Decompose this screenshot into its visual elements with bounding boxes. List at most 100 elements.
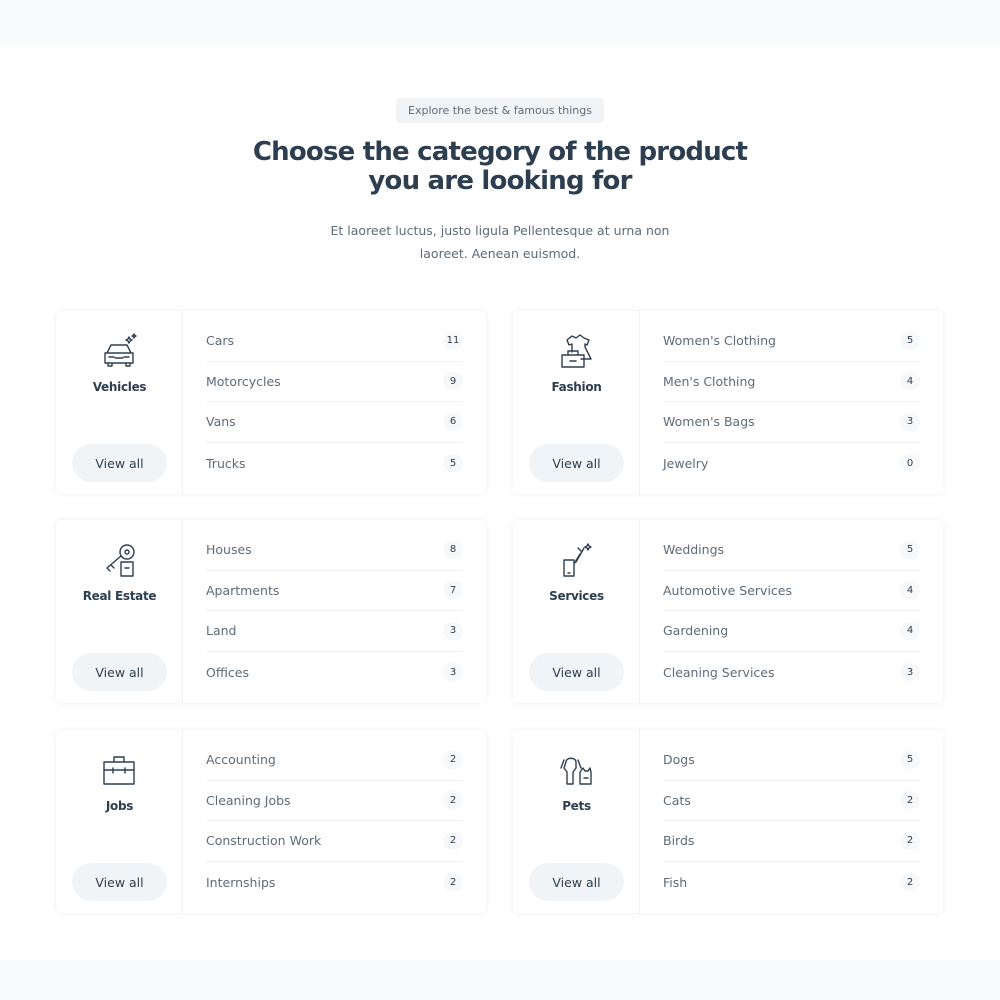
subcategory-item[interactable]: Cleaning Services 3 xyxy=(663,652,920,693)
count-badge: 3 xyxy=(443,663,463,682)
subcategory-label: Trucks xyxy=(206,455,246,471)
count-badge: 9 xyxy=(443,372,463,391)
category-name[interactable]: Jobs xyxy=(105,799,134,813)
subcategory-item[interactable]: Vans 6 xyxy=(206,402,463,443)
subcategory-item[interactable]: Motorcycles 9 xyxy=(206,362,463,403)
subcategory-label: Offices xyxy=(206,664,249,680)
subcategory-item[interactable]: Apartments 7 xyxy=(206,571,463,612)
category-card-vehicles: Vehicles View all Cars 11 Motorcycles 9 Vans 6 T… xyxy=(56,311,486,494)
count-badge: 3 xyxy=(900,412,920,431)
count-badge: 2 xyxy=(900,791,920,810)
view-all-button[interactable]: View all xyxy=(72,444,167,482)
view-all-button[interactable]: View all xyxy=(72,653,167,691)
subcategory-label: Gardening xyxy=(663,623,729,639)
subcategory-list: Dogs 5 Cats 2 Birds 2 Fish 2 xyxy=(640,730,943,913)
top-band xyxy=(0,0,1000,45)
subcategory-item[interactable]: Land 3 xyxy=(206,611,463,652)
count-badge: 2 xyxy=(443,791,463,810)
subcategory-list: Accounting 2 Cleaning Jobs 2 Construction Wo… xyxy=(183,730,486,913)
category-card-real-estate: Real Estate View all Houses 8 Apartments 7 Lan… xyxy=(56,520,486,703)
car-icon xyxy=(104,333,137,367)
subcategory-item[interactable]: Dogs 5 xyxy=(663,740,920,781)
category-name[interactable]: Vehicles xyxy=(92,380,147,394)
title-line: Choose the category of the product xyxy=(252,137,748,167)
subcategory-label: Vans xyxy=(206,414,236,430)
count-badge: 5 xyxy=(900,750,920,769)
subcategory-item[interactable]: Houses 8 xyxy=(206,530,463,571)
category-card-jobs: Jobs View all Accounting 2 Cleaning Jobs 2 Con… xyxy=(56,730,486,913)
subcategory-label: Motorcycles xyxy=(206,373,281,389)
subcategory-item[interactable]: Fish 2 xyxy=(663,862,920,903)
subcategory-item[interactable]: Women's Bags 3 xyxy=(663,402,920,443)
house-key-icon xyxy=(106,544,135,577)
count-badge: 3 xyxy=(443,621,463,640)
category-card-fashion: Fashion View all Women's Clothing 5 Men's Cl… xyxy=(513,311,943,494)
subtitle: Et laoreet luctus, justo ligula Pellente… xyxy=(0,219,1000,265)
subtitle-line: Et laoreet luctus, justo ligula Pellente… xyxy=(330,223,670,238)
count-badge: 11 xyxy=(443,331,463,350)
subcategory-item[interactable]: Offices 3 xyxy=(206,652,463,693)
clothing-icon xyxy=(561,334,592,368)
subcategory-item[interactable]: Construction Work 2 xyxy=(206,821,463,862)
category-name[interactable]: Real Estate xyxy=(82,589,157,603)
count-badge: 8 xyxy=(443,540,463,559)
subcategory-label: Cleaning Services xyxy=(663,664,775,680)
count-badge: 2 xyxy=(443,750,463,769)
category-summary: Real Estate View all xyxy=(56,520,183,703)
subcategory-label: Apartments xyxy=(206,582,280,598)
subcategory-label: Accounting xyxy=(206,752,276,768)
subcategory-item[interactable]: Cleaning Jobs 2 xyxy=(206,781,463,822)
category-name[interactable]: Services xyxy=(549,589,604,603)
subcategory-item[interactable]: Birds 2 xyxy=(663,821,920,862)
count-badge: 2 xyxy=(900,831,920,850)
view-all-button[interactable]: View all xyxy=(529,653,624,691)
view-all-button[interactable]: View all xyxy=(72,863,167,901)
category-summary: Fashion View all xyxy=(513,311,640,494)
subcategory-item[interactable]: Cats 2 xyxy=(663,781,920,822)
subcategory-list: Weddings 5 Automotive Services 4 Gardening 4 C… xyxy=(640,520,943,703)
subcategory-item[interactable]: Men's Clothing 4 xyxy=(663,362,920,403)
subcategory-label: Cats xyxy=(663,792,691,808)
count-badge: 0 xyxy=(900,454,920,473)
subcategory-label: Cleaning Jobs xyxy=(206,792,291,808)
subcategory-label: Men's Clothing xyxy=(663,373,756,389)
subcategory-label: Jewelry xyxy=(663,455,709,471)
count-badge: 7 xyxy=(443,581,463,600)
subcategory-item[interactable]: Accounting 2 xyxy=(206,740,463,781)
tools-icon xyxy=(563,543,592,577)
category-name[interactable]: Fashion xyxy=(551,380,602,394)
category-card-services: Services View all Weddings 5 Automotive Serv… xyxy=(513,520,943,703)
subcategory-list: Cars 11 Motorcycles 9 Vans 6 Trucks 5 xyxy=(183,311,486,494)
pets-icon xyxy=(560,757,592,785)
count-badge: 2 xyxy=(443,873,463,892)
subcategory-item[interactable]: Trucks 5 xyxy=(206,443,463,484)
subcategory-label: Women's Clothing xyxy=(663,333,776,349)
count-badge: 6 xyxy=(443,412,463,431)
category-summary: Services View all xyxy=(513,520,640,703)
subcategory-label: Houses xyxy=(206,542,252,558)
subcategory-label: Cars xyxy=(206,333,235,349)
bottom-band xyxy=(0,960,1000,1000)
subcategory-label: Fish xyxy=(663,874,688,890)
subcategory-item[interactable]: Automotive Services 4 xyxy=(663,571,920,612)
subcategory-item[interactable]: Cars 11 xyxy=(206,321,463,362)
subcategory-item[interactable]: Jewelry 0 xyxy=(663,443,920,484)
count-badge: 3 xyxy=(900,663,920,682)
subcategory-label: Internships xyxy=(206,874,276,890)
subcategory-label: Construction Work xyxy=(206,833,322,849)
subcategory-item[interactable]: Internships 2 xyxy=(206,862,463,903)
subcategory-item[interactable]: Weddings 5 xyxy=(663,530,920,571)
view-all-button[interactable]: View all xyxy=(529,444,624,482)
category-name[interactable]: Pets xyxy=(562,799,591,813)
subcategory-item[interactable]: Women's Clothing 5 xyxy=(663,321,920,362)
subcategory-label: Weddings xyxy=(663,542,725,558)
count-badge: 5 xyxy=(900,331,920,350)
count-badge: 2 xyxy=(900,873,920,892)
subcategory-label: Automotive Services xyxy=(663,582,792,598)
title-line: you are looking for xyxy=(368,166,632,196)
count-badge: 4 xyxy=(900,372,920,391)
eyebrow-badge: Explore the best & famous things xyxy=(396,98,604,123)
subcategory-label: Women's Bags xyxy=(663,414,755,430)
view-all-button[interactable]: View all xyxy=(529,863,624,901)
subcategory-item[interactable]: Gardening 4 xyxy=(663,611,920,652)
